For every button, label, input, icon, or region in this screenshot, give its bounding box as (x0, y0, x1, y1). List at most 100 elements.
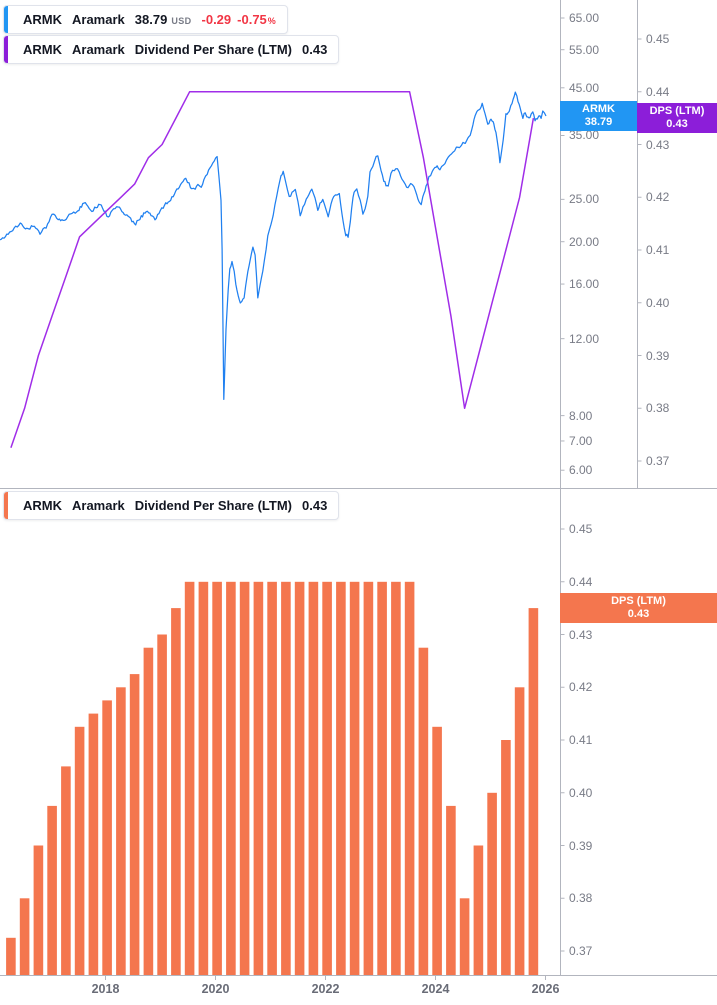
company-name: Aramark (72, 498, 125, 513)
dps-bar[interactable] (432, 726, 442, 975)
last-price-badge: ARMK 38.79 (560, 101, 637, 131)
dps-bar[interactable] (212, 581, 222, 976)
dps-bar[interactable] (143, 647, 154, 975)
dps-bar[interactable] (226, 581, 236, 976)
dps-bar-value-badge: DPS (LTM) 0.43 (560, 593, 717, 623)
dps-overlay-tick-label: 0.44 (646, 84, 670, 99)
legend-price-series[interactable]: ARMK Aramark 38.79 USD -0.29 -0.75 % (3, 5, 288, 34)
dps-bar[interactable] (157, 634, 167, 976)
ticker-symbol: ARMK (23, 498, 62, 513)
price-line-series[interactable] (0, 91, 547, 401)
price-tick-label: 55.00 (569, 42, 600, 57)
percent-sign: % (267, 16, 276, 26)
dps-bar[interactable] (116, 687, 126, 975)
dps-bar[interactable] (473, 845, 484, 976)
price-tick-label: 25.00 (569, 192, 600, 207)
price-tick-label: 8.00 (569, 408, 593, 423)
dps-bar-tick-label: 0.44 (569, 574, 593, 589)
legend-dps-bar-series[interactable]: ARMK Aramark Dividend Per Share (LTM) 0.… (3, 491, 340, 520)
dps-bar[interactable] (253, 581, 264, 976)
dps-bar[interactable] (74, 726, 85, 975)
dps-overlay-color-bar (4, 36, 8, 63)
dps-bar[interactable] (102, 700, 112, 975)
badge-dps-value: 0.43 (666, 118, 688, 130)
price-tick-label: 12.00 (569, 331, 600, 346)
metric-value: 0.43 (302, 42, 328, 57)
dps-bar[interactable] (377, 581, 387, 976)
dps-overlay-tick-label: 0.45 (646, 32, 670, 46)
year-tick-label: 2018 (91, 982, 120, 996)
price-tick-label: 7.00 (569, 433, 593, 448)
dps-bar[interactable] (528, 608, 539, 975)
ticker-symbol: ARMK (23, 42, 62, 57)
dps-bar[interactable] (88, 713, 99, 975)
badge-ticker: ARMK (582, 103, 615, 115)
company-name: Aramark (72, 12, 125, 27)
company-name: Aramark (72, 42, 125, 57)
price-tick-label: 20.00 (569, 234, 600, 249)
price-tick-label: 35.00 (569, 128, 600, 143)
dps-bar-tick-label: 0.39 (569, 838, 593, 853)
dps-bar-tick-label: 0.37 (569, 944, 593, 958)
dps-bar-tick-label: 0.41 (569, 733, 593, 747)
dps-bar[interactable] (47, 805, 57, 975)
dps-bar[interactable] (363, 581, 374, 976)
dps-bar[interactable] (129, 674, 140, 975)
dps-bar[interactable] (239, 581, 250, 976)
metric-name: Dividend Per Share (LTM) (134, 42, 292, 57)
dps-bar[interactable] (322, 581, 332, 976)
dps-bar[interactable] (198, 581, 209, 976)
dps-overlay-tick-label: 0.37 (646, 454, 670, 468)
dps-bar[interactable] (294, 581, 305, 976)
metric-name: Dividend Per Share (LTM) (134, 498, 292, 513)
dps-overlay-tick-label: 0.41 (646, 243, 670, 257)
dps-bar[interactable] (281, 581, 291, 976)
last-price-group: 38.79 USD (135, 12, 192, 27)
dps-overlay-value-badge: DPS (LTM) 0.43 (637, 103, 717, 133)
dps-bar[interactable] (19, 898, 30, 976)
badge-price-value: 38.79 (584, 116, 613, 128)
dps-bar-tick-label: 0.42 (569, 680, 593, 695)
price-tick-label: 65.00 (569, 11, 600, 25)
dps-bar[interactable] (171, 608, 181, 975)
dps-bar[interactable] (6, 937, 16, 975)
dps-bar[interactable] (418, 647, 429, 975)
dps-overlay-line-series[interactable] (10, 91, 535, 449)
badge-metric: DPS (LTM) (611, 595, 666, 607)
dps-overlay-tick-label: 0.42 (646, 190, 670, 205)
metric-value: 0.43 (302, 498, 328, 513)
badge-dps-value: 0.43 (627, 608, 650, 620)
dps-bar[interactable] (33, 845, 44, 976)
dps-bar[interactable] (61, 766, 71, 975)
dps-bar[interactable] (349, 581, 360, 976)
price-change-value: -0.29 (201, 12, 232, 27)
year-tick-label: 2022 (311, 982, 340, 996)
dps-bar[interactable] (446, 805, 456, 975)
dps-bar[interactable] (184, 581, 195, 976)
dps-bar[interactable] (487, 792, 497, 976)
ticker-symbol: ARMK (23, 12, 62, 27)
price-series-color-bar (4, 6, 8, 33)
year-tick-label: 2020 (201, 982, 230, 996)
year-tick-label: 2026 (531, 982, 560, 996)
dps-bar[interactable] (336, 581, 346, 976)
dps-bar-tick-label: 0.45 (569, 522, 593, 536)
year-tick-label: 2024 (421, 982, 450, 996)
dps-bar[interactable] (308, 581, 319, 976)
dps-bar-color-bar (4, 492, 8, 519)
dps-bar[interactable] (267, 581, 277, 976)
dps-bar[interactable] (404, 581, 415, 976)
badge-metric: DPS (LTM) (649, 105, 705, 117)
dps-bar[interactable] (514, 687, 525, 975)
legend-dps-overlay-series[interactable]: ARMK Aramark Dividend Per Share (LTM) 0.… (3, 35, 340, 64)
dps-overlay-tick-label: 0.38 (646, 401, 670, 416)
dps-overlay-tick-label: 0.39 (646, 348, 670, 363)
price-tick-label: 45.00 (569, 80, 600, 95)
price-change-pct-group: -0.75 % (237, 12, 276, 27)
dps-bar[interactable] (391, 581, 401, 976)
dps-bar[interactable] (459, 898, 470, 976)
dps-bar[interactable] (501, 740, 511, 975)
dps-bar-tick-label: 0.40 (569, 785, 593, 800)
